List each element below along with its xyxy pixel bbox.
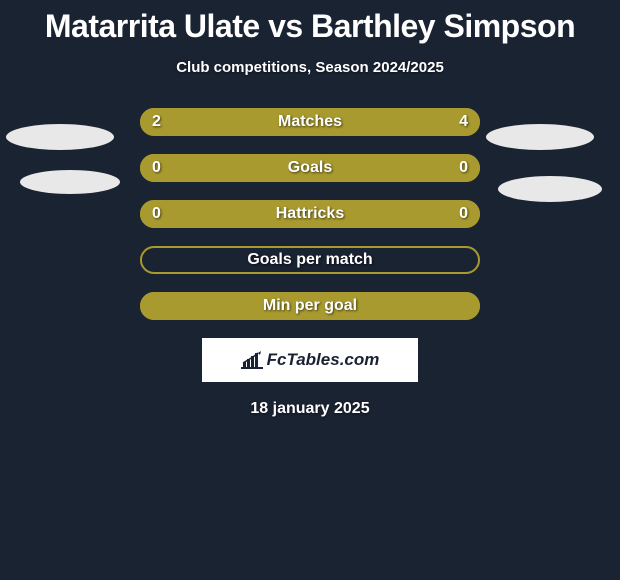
- decorative-ellipse: [498, 176, 602, 202]
- comparison-title: Matarrita Ulate vs Barthley Simpson: [0, 0, 620, 45]
- subtitle: Club competitions, Season 2024/2025: [0, 59, 620, 76]
- stat-row: Matches2 4: [140, 108, 480, 136]
- stat-label: Goals per match: [140, 246, 480, 274]
- decorative-ellipse: [20, 170, 120, 194]
- decorative-ellipse: [6, 124, 114, 150]
- stat-value-right: 0: [459, 200, 468, 228]
- stat-value-right: 4: [459, 108, 468, 136]
- stat-label: Matches: [140, 108, 480, 136]
- stat-value-left: 0: [152, 200, 161, 228]
- bar-chart-icon: [241, 351, 263, 369]
- stat-row: Goals0 0: [140, 154, 480, 182]
- player1-name: Matarrita Ulate: [45, 8, 260, 44]
- stat-row: Min per goal: [140, 292, 480, 320]
- stat-label: Goals: [140, 154, 480, 182]
- logo-box: FcTables.com: [202, 338, 418, 382]
- logo-text: FcTables.com: [267, 350, 380, 370]
- stat-label: Hattricks: [140, 200, 480, 228]
- date-text: 18 january 2025: [0, 400, 620, 418]
- decorative-ellipse: [486, 124, 594, 150]
- stat-value-left: 2: [152, 108, 161, 136]
- stat-row: Hattricks0 0: [140, 200, 480, 228]
- player2-name: Barthley Simpson: [311, 8, 575, 44]
- stat-value-right: 0: [459, 154, 468, 182]
- stat-label: Min per goal: [140, 292, 480, 320]
- vs-text: vs: [268, 8, 303, 44]
- stat-value-left: 0: [152, 154, 161, 182]
- stat-row: Goals per match: [140, 246, 480, 274]
